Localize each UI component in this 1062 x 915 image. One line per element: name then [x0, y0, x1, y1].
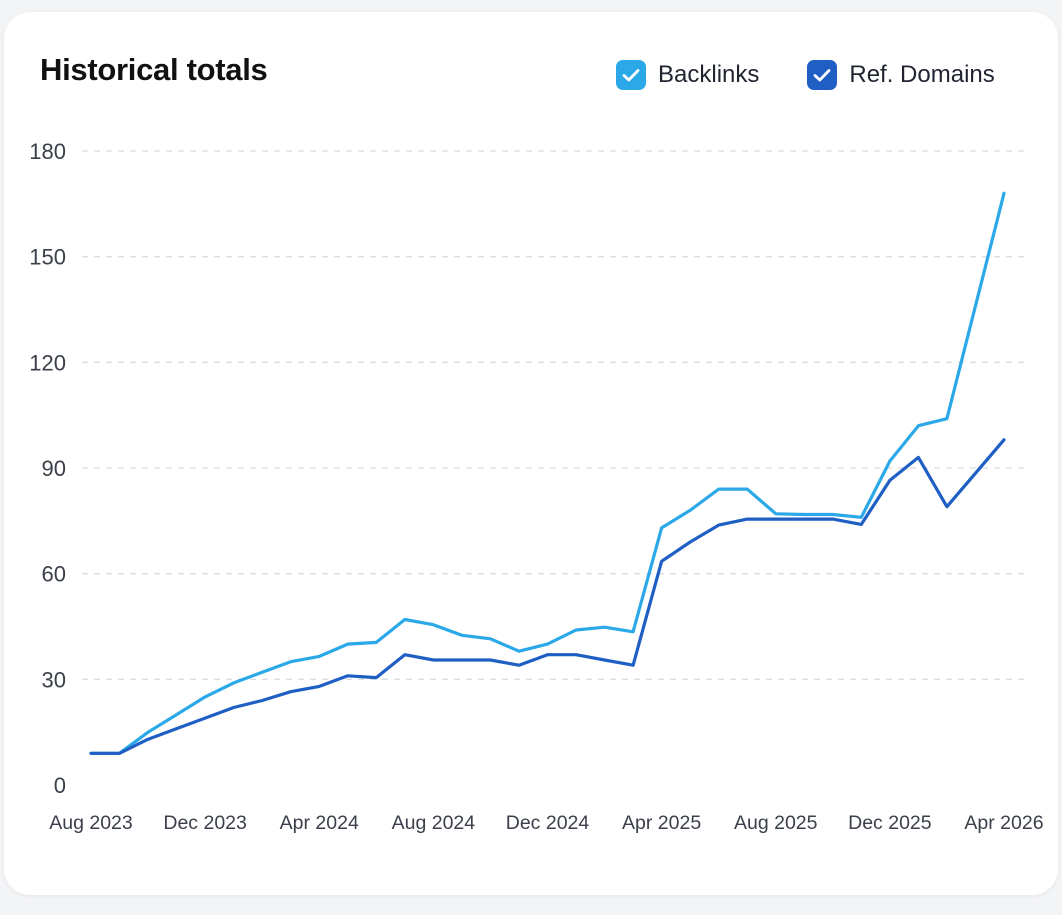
legend-item-ref-domains[interactable]: Ref. Domains	[807, 60, 995, 90]
x-tick-label: Apr 2026	[964, 812, 1043, 834]
chart-title: Historical totals	[40, 52, 268, 87]
x-tick-label: Apr 2025	[622, 812, 701, 834]
checkbox-checked-icon[interactable]	[616, 60, 646, 90]
y-tick-label: 0	[54, 773, 66, 798]
x-tick-label: Dec 2025	[848, 812, 932, 834]
series-line-backlinks	[89, 191, 1006, 755]
x-tick-label: Aug 2023	[49, 812, 133, 834]
series-line-ref-domains	[89, 438, 1006, 755]
y-tick-label: 150	[29, 245, 66, 270]
y-tick-label: 120	[29, 350, 66, 375]
y-tick-label: 30	[42, 667, 66, 692]
x-tick-label: Apr 2024	[280, 812, 359, 834]
chart-legend: Backlinks Ref. Domains	[616, 60, 995, 90]
x-tick-label: Dec 2024	[506, 812, 590, 834]
x-tick-label: Dec 2023	[163, 812, 246, 834]
x-tick-label: Aug 2025	[734, 812, 818, 834]
y-tick-label: 60	[42, 562, 66, 587]
y-tick-label: 90	[42, 456, 66, 481]
x-tick-label: Aug 2024	[392, 812, 476, 834]
checkmark-icon	[622, 69, 640, 82]
checkmark-icon	[813, 69, 831, 82]
chart-card	[4, 12, 1058, 895]
legend-item-backlinks[interactable]: Backlinks	[616, 60, 759, 90]
legend-label-ref-domains: Ref. Domains	[849, 61, 995, 88]
y-tick-label: 180	[29, 139, 66, 164]
legend-label-backlinks: Backlinks	[658, 61, 760, 88]
checkbox-checked-icon[interactable]	[807, 60, 838, 90]
